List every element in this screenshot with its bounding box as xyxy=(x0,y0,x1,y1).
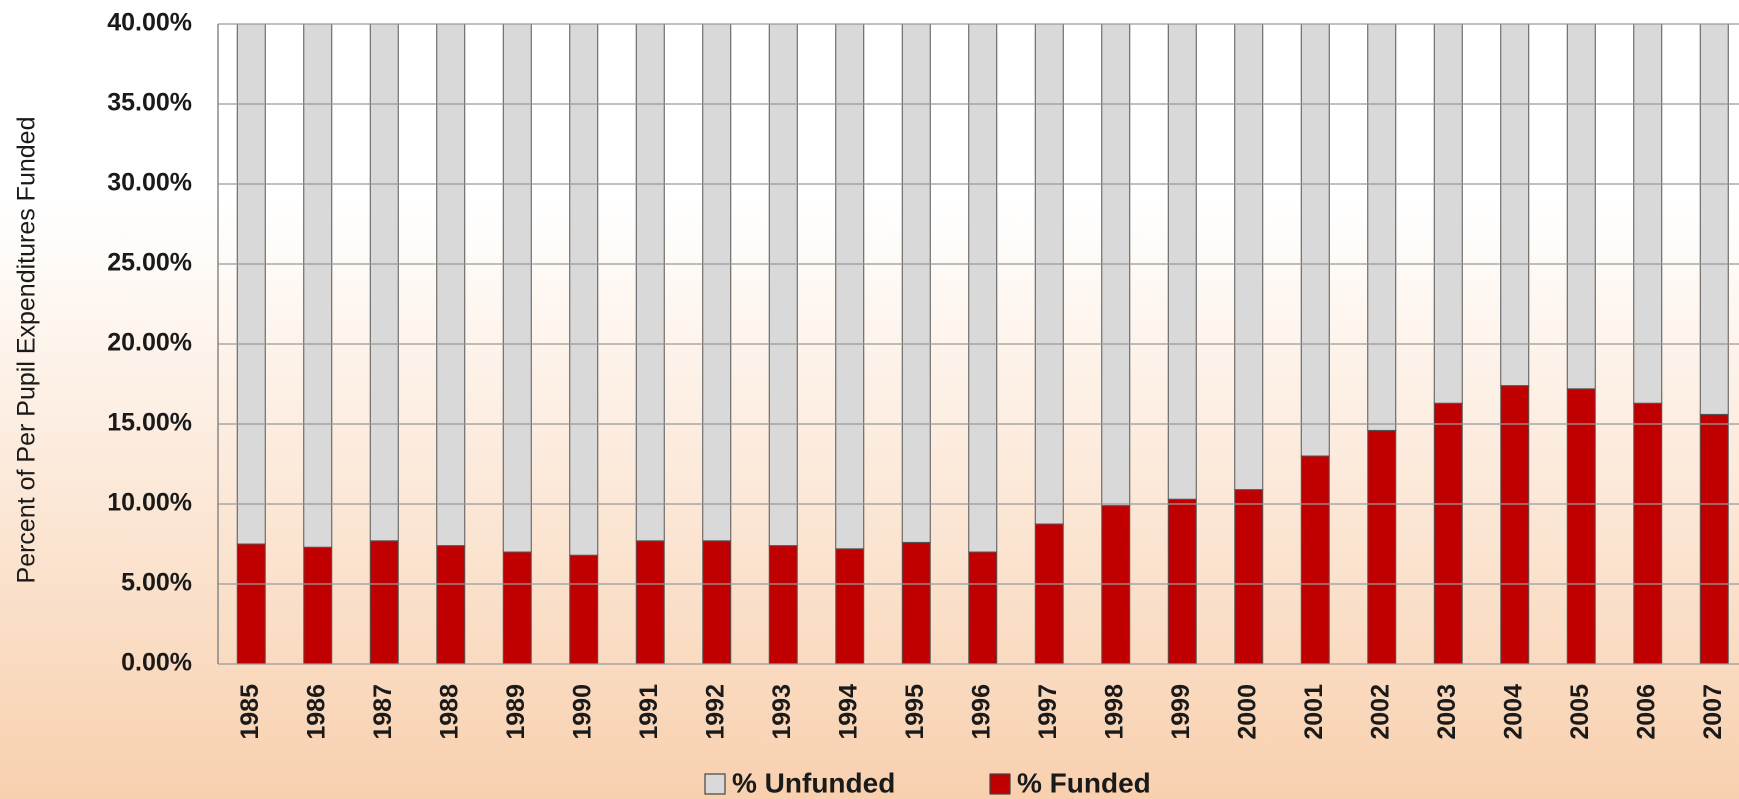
bar-segment xyxy=(1367,429,1397,664)
bar-segment xyxy=(1433,402,1463,664)
bar-segment xyxy=(835,548,865,664)
y-tick-label: 35.00% xyxy=(107,89,192,117)
x-tick-label: 1985 xyxy=(236,684,264,740)
x-tick-label: 1991 xyxy=(635,684,663,740)
y-tick-label: 0.00% xyxy=(121,649,192,677)
legend-swatch xyxy=(989,773,1011,795)
x-tick-label: 1997 xyxy=(1034,684,1062,740)
x-tick-label: 2004 xyxy=(1499,684,1527,740)
x-tick-label: 1988 xyxy=(435,684,463,740)
bar-segment xyxy=(1566,24,1596,390)
bar-segment xyxy=(1101,505,1131,664)
y-tick-label: 20.00% xyxy=(107,329,192,357)
bar-segment xyxy=(369,540,399,664)
bar-segment xyxy=(702,24,732,542)
x-tick-label: 2003 xyxy=(1433,684,1461,740)
x-tick-label: 1990 xyxy=(568,684,596,740)
y-axis-label: Percent of Per Pupil Expenditures Funded xyxy=(13,117,41,584)
bar-segment xyxy=(236,543,266,664)
x-tick-label: 1994 xyxy=(834,684,862,740)
y-tick-label: 30.00% xyxy=(107,169,192,197)
bar-segment xyxy=(901,24,931,543)
bar-segment xyxy=(1034,523,1064,664)
y-tick-label: 40.00% xyxy=(107,9,192,37)
bar-segment xyxy=(1633,402,1663,664)
bar-segment xyxy=(569,24,599,556)
x-tick-label: 1989 xyxy=(502,684,530,740)
bar-segment xyxy=(635,24,665,542)
bar-segment xyxy=(1101,24,1131,507)
bar-segment xyxy=(303,546,333,664)
x-tick-label: 2002 xyxy=(1366,684,1394,740)
bar-segment xyxy=(1367,24,1397,431)
bar-segment xyxy=(1433,24,1463,404)
legend-swatch xyxy=(704,773,726,795)
bar-segment xyxy=(768,24,798,547)
bar-segment xyxy=(968,24,998,553)
bar-segment xyxy=(835,24,865,550)
bar-segment xyxy=(1699,24,1729,415)
x-tick-label: 1999 xyxy=(1167,684,1195,740)
bar-segment xyxy=(635,540,665,664)
bar-segment xyxy=(968,551,998,664)
x-tick-label: 1993 xyxy=(768,684,796,740)
bar-segment xyxy=(502,551,532,664)
bar-segment xyxy=(768,545,798,664)
bar-segment xyxy=(1167,498,1197,664)
x-tick-label: 2007 xyxy=(1699,684,1727,740)
bar-segment xyxy=(1566,388,1596,664)
bar-segment xyxy=(1300,24,1330,457)
legend-label: % Unfunded xyxy=(732,767,895,798)
x-tick-label: 1998 xyxy=(1100,684,1128,740)
x-tick-label: 2005 xyxy=(1566,684,1594,740)
x-tick-label: 1996 xyxy=(967,684,995,740)
bar-segment xyxy=(702,540,732,664)
x-tick-label: 1986 xyxy=(302,684,330,740)
bar-segment xyxy=(502,24,532,553)
y-tick-label: 10.00% xyxy=(107,489,192,517)
bar-segment xyxy=(436,545,466,664)
x-tick-label: 2006 xyxy=(1632,684,1660,740)
bar-segment xyxy=(1034,24,1064,525)
y-tick-label: 15.00% xyxy=(107,409,192,437)
y-tick-label: 25.00% xyxy=(107,249,192,277)
plot-area xyxy=(236,24,1729,664)
bar-segment xyxy=(1500,385,1530,664)
bar-segment xyxy=(1300,455,1330,664)
bar-segment xyxy=(1699,413,1729,664)
bar-segment xyxy=(1234,489,1264,664)
bar-segment xyxy=(901,541,931,664)
x-tick-label: 1995 xyxy=(901,684,929,740)
legend-label: % Funded xyxy=(1017,767,1151,798)
bar-segment xyxy=(303,24,333,548)
bar-segment xyxy=(369,24,399,542)
bar-segment xyxy=(236,24,266,545)
x-tick-label: 1992 xyxy=(701,684,729,740)
bar-segment xyxy=(569,554,599,664)
x-tick-label: 2001 xyxy=(1300,684,1328,740)
bar-segment xyxy=(436,24,466,547)
bar-segment xyxy=(1167,24,1197,500)
x-tick-label: 2000 xyxy=(1233,684,1261,740)
x-tick-label: 1987 xyxy=(369,684,397,740)
bar-segment xyxy=(1500,24,1530,387)
y-tick-label: 5.00% xyxy=(121,569,192,597)
bar-segment xyxy=(1633,24,1663,404)
bar-segment xyxy=(1234,24,1264,491)
